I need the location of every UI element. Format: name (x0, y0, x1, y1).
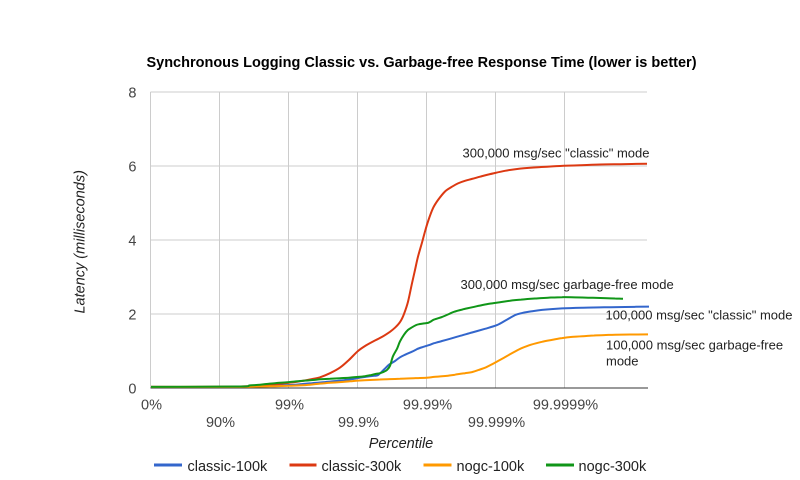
svg-text:99.99%: 99.99% (403, 397, 452, 413)
svg-text:classic-300k: classic-300k (322, 459, 403, 475)
svg-text:classic-100k: classic-100k (188, 459, 269, 475)
svg-text:nogc-300k: nogc-300k (579, 459, 647, 475)
svg-text:0%: 0% (141, 397, 162, 413)
svg-text:Latency (milliseconds): Latency (milliseconds) (72, 170, 88, 313)
svg-text:99.999%: 99.999% (468, 415, 525, 431)
svg-text:100,000 msg/sec "classic" mode: 100,000 msg/sec "classic" mode (606, 308, 793, 323)
svg-text:4: 4 (128, 233, 136, 249)
svg-text:99.9%: 99.9% (338, 415, 379, 431)
svg-text:99.9999%: 99.9999% (533, 397, 598, 413)
svg-text:99%: 99% (275, 397, 304, 413)
svg-text:8: 8 (128, 85, 136, 101)
svg-text:0: 0 (128, 381, 136, 397)
svg-text:300,000 msg/sec garbage-free m: 300,000 msg/sec garbage-free mode (461, 277, 674, 292)
svg-text:Percentile: Percentile (369, 436, 433, 452)
svg-text:mode: mode (606, 354, 639, 369)
svg-text:6: 6 (128, 159, 136, 175)
svg-text:nogc-100k: nogc-100k (457, 459, 525, 475)
svg-text:90%: 90% (206, 415, 235, 431)
svg-text:100,000 msg/sec garbage-free: 100,000 msg/sec garbage-free (606, 338, 783, 353)
svg-text:Synchronous Logging Classic vs: Synchronous Logging Classic vs. Garbage-… (146, 55, 696, 71)
svg-text:300,000 msg/sec "classic" mode: 300,000 msg/sec "classic" mode (463, 146, 650, 161)
svg-text:2: 2 (128, 307, 136, 323)
